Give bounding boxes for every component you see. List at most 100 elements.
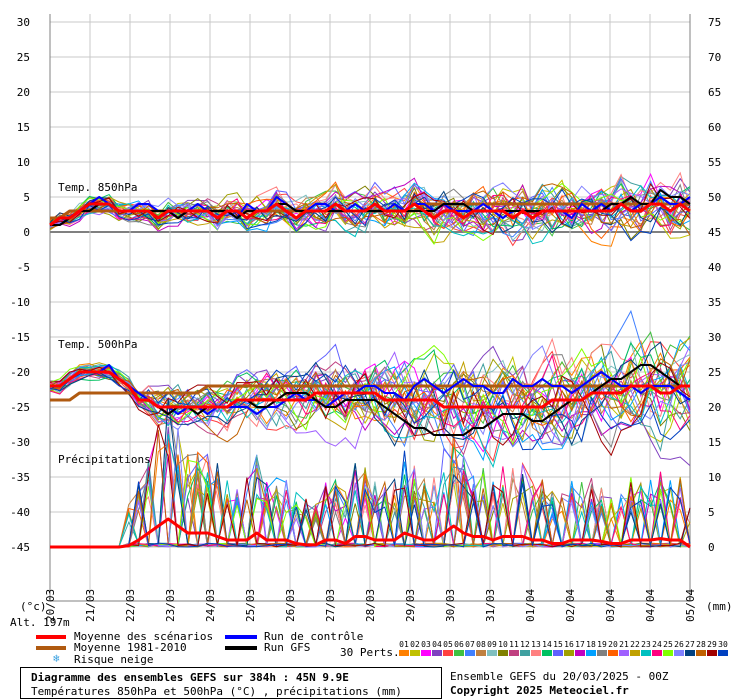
right-tick-label: 40: [708, 261, 721, 274]
x-tick-label: 26/03: [284, 589, 297, 622]
right-tick-label: 10: [708, 471, 721, 484]
x-tick-label: 30/03: [444, 589, 457, 622]
right-axis-unit: (mm): [706, 600, 733, 613]
pert-color-box: [630, 650, 640, 656]
pert-color-box: [476, 650, 486, 656]
right-tick-label: 60: [708, 121, 721, 134]
copyright: Copyright 2025 Meteociel.fr: [450, 684, 629, 697]
right-tick-label: 70: [708, 51, 721, 64]
x-tick-label: 20/03: [44, 589, 57, 622]
pert-color-box: [410, 650, 420, 656]
series-line-precip-8: [50, 517, 691, 549]
pert-color-box: [498, 650, 508, 656]
altitude-label: Alt. 197m: [10, 616, 70, 629]
main-series-lines: [49, 189, 691, 549]
pert-color-box: [608, 650, 618, 656]
legend-gfs-label: Run GFS: [264, 641, 311, 654]
pert-line-850: [49, 177, 691, 235]
pert-color-box: [597, 650, 607, 656]
pert-line-500: [49, 337, 691, 437]
legend-climate-swatch: [36, 646, 66, 650]
pert-color-box: [586, 650, 596, 656]
panel-label-t500: Temp. 500hPa: [58, 338, 137, 351]
pert-number: 05: [443, 640, 453, 649]
legend-climate-label: Moyenne 1981-2010: [74, 641, 187, 654]
pert-number: 12: [520, 640, 530, 649]
legend-snow-label: Risque neige: [74, 653, 154, 666]
pert-color-box: [707, 650, 717, 656]
pert-color-box: [432, 650, 442, 656]
info-box: Diagramme des ensembles GEFS sur 384h : …: [20, 667, 442, 699]
left-tick-label: 15: [17, 121, 30, 134]
pert-color-box: [564, 650, 574, 656]
pert-number: 07: [465, 640, 475, 649]
pert-color-box: [641, 650, 651, 656]
perturbation-lines: [49, 171, 691, 549]
legend-control-label: Run de contrôle: [264, 630, 364, 643]
pert-color-box: [443, 650, 453, 656]
left-tick-label: 20: [17, 86, 30, 99]
pert-number: 16: [564, 640, 574, 649]
pert-number: 24: [652, 640, 662, 649]
right-tick-label: 30: [708, 331, 721, 344]
right-tick-label: 45: [708, 226, 721, 239]
x-tick-label: 29/03: [404, 589, 417, 622]
pert-number: 14: [542, 640, 552, 649]
legend-mean-swatch: [36, 635, 66, 639]
pert-color-box: [454, 650, 464, 656]
pert-number: 03: [421, 640, 431, 649]
left-tick-label: -15: [10, 331, 30, 344]
left-tick-label: 0: [23, 226, 30, 239]
x-tick-label: 05/04: [684, 589, 697, 622]
pert-number: 13: [531, 640, 541, 649]
pert-color-box: [663, 650, 673, 656]
info-subtitle: Températures 850hPa et 500hPa (°C) , pré…: [31, 685, 402, 698]
pert-color-box: [575, 650, 585, 656]
pert-line-500: [49, 342, 691, 427]
x-tick-label: 27/03: [324, 589, 337, 622]
pert-number: 29: [707, 640, 717, 649]
pert-line-500: [49, 345, 691, 450]
info-title: Diagramme des ensembles GEFS sur 384h : …: [31, 671, 349, 684]
pert-color-box: [553, 650, 563, 656]
pert-color-box: [652, 650, 662, 656]
pert-number: 09: [487, 640, 497, 649]
pert-color-box: [696, 650, 706, 656]
pert-number: 19: [597, 640, 607, 649]
pert-color-box: [487, 650, 497, 656]
left-tick-label: -25: [10, 401, 30, 414]
snowflake-icon: ❄: [53, 652, 60, 665]
legend-perts-label: 30 Perts.: [340, 646, 400, 659]
right-tick-label: 55: [708, 156, 721, 169]
right-tick-label: 5: [708, 506, 715, 519]
series-line-t500-4: [50, 370, 690, 409]
left-tick-label: 5: [23, 191, 30, 204]
pert-number: 11: [509, 640, 519, 649]
pert-color-box: [685, 650, 695, 656]
pert-number: 30: [718, 640, 728, 649]
pert-number: 25: [663, 640, 673, 649]
run-info: Ensemble GEFS du 20/03/2025 - 00Z: [450, 670, 669, 683]
x-tick-label: 22/03: [124, 589, 137, 622]
pert-number: 22: [630, 640, 640, 649]
pert-color-box: [421, 650, 431, 656]
pert-color-box: [399, 650, 409, 656]
pert-color-box: [619, 650, 629, 656]
pert-number: 08: [476, 640, 486, 649]
left-tick-label: -10: [10, 296, 30, 309]
left-tick-label: 25: [17, 51, 30, 64]
left-axis-ticks: 30 25 20 15 10 5 0 -5 -10 -15 -20 -25 -30 -35 -40 -45: [10, 16, 30, 554]
left-tick-label: -45: [10, 541, 30, 554]
pert-number: 21: [619, 640, 629, 649]
pert-number: 10: [498, 640, 508, 649]
pert-line-precip: [50, 429, 691, 548]
pert-number: 04: [432, 640, 442, 649]
left-tick-label: -5: [17, 261, 30, 274]
x-tick-label: 24/03: [204, 589, 217, 622]
left-tick-label: 10: [17, 156, 30, 169]
right-tick-label: 0: [708, 541, 715, 554]
pert-color-box: [542, 650, 552, 656]
x-tick-label: 04/04: [644, 589, 657, 622]
